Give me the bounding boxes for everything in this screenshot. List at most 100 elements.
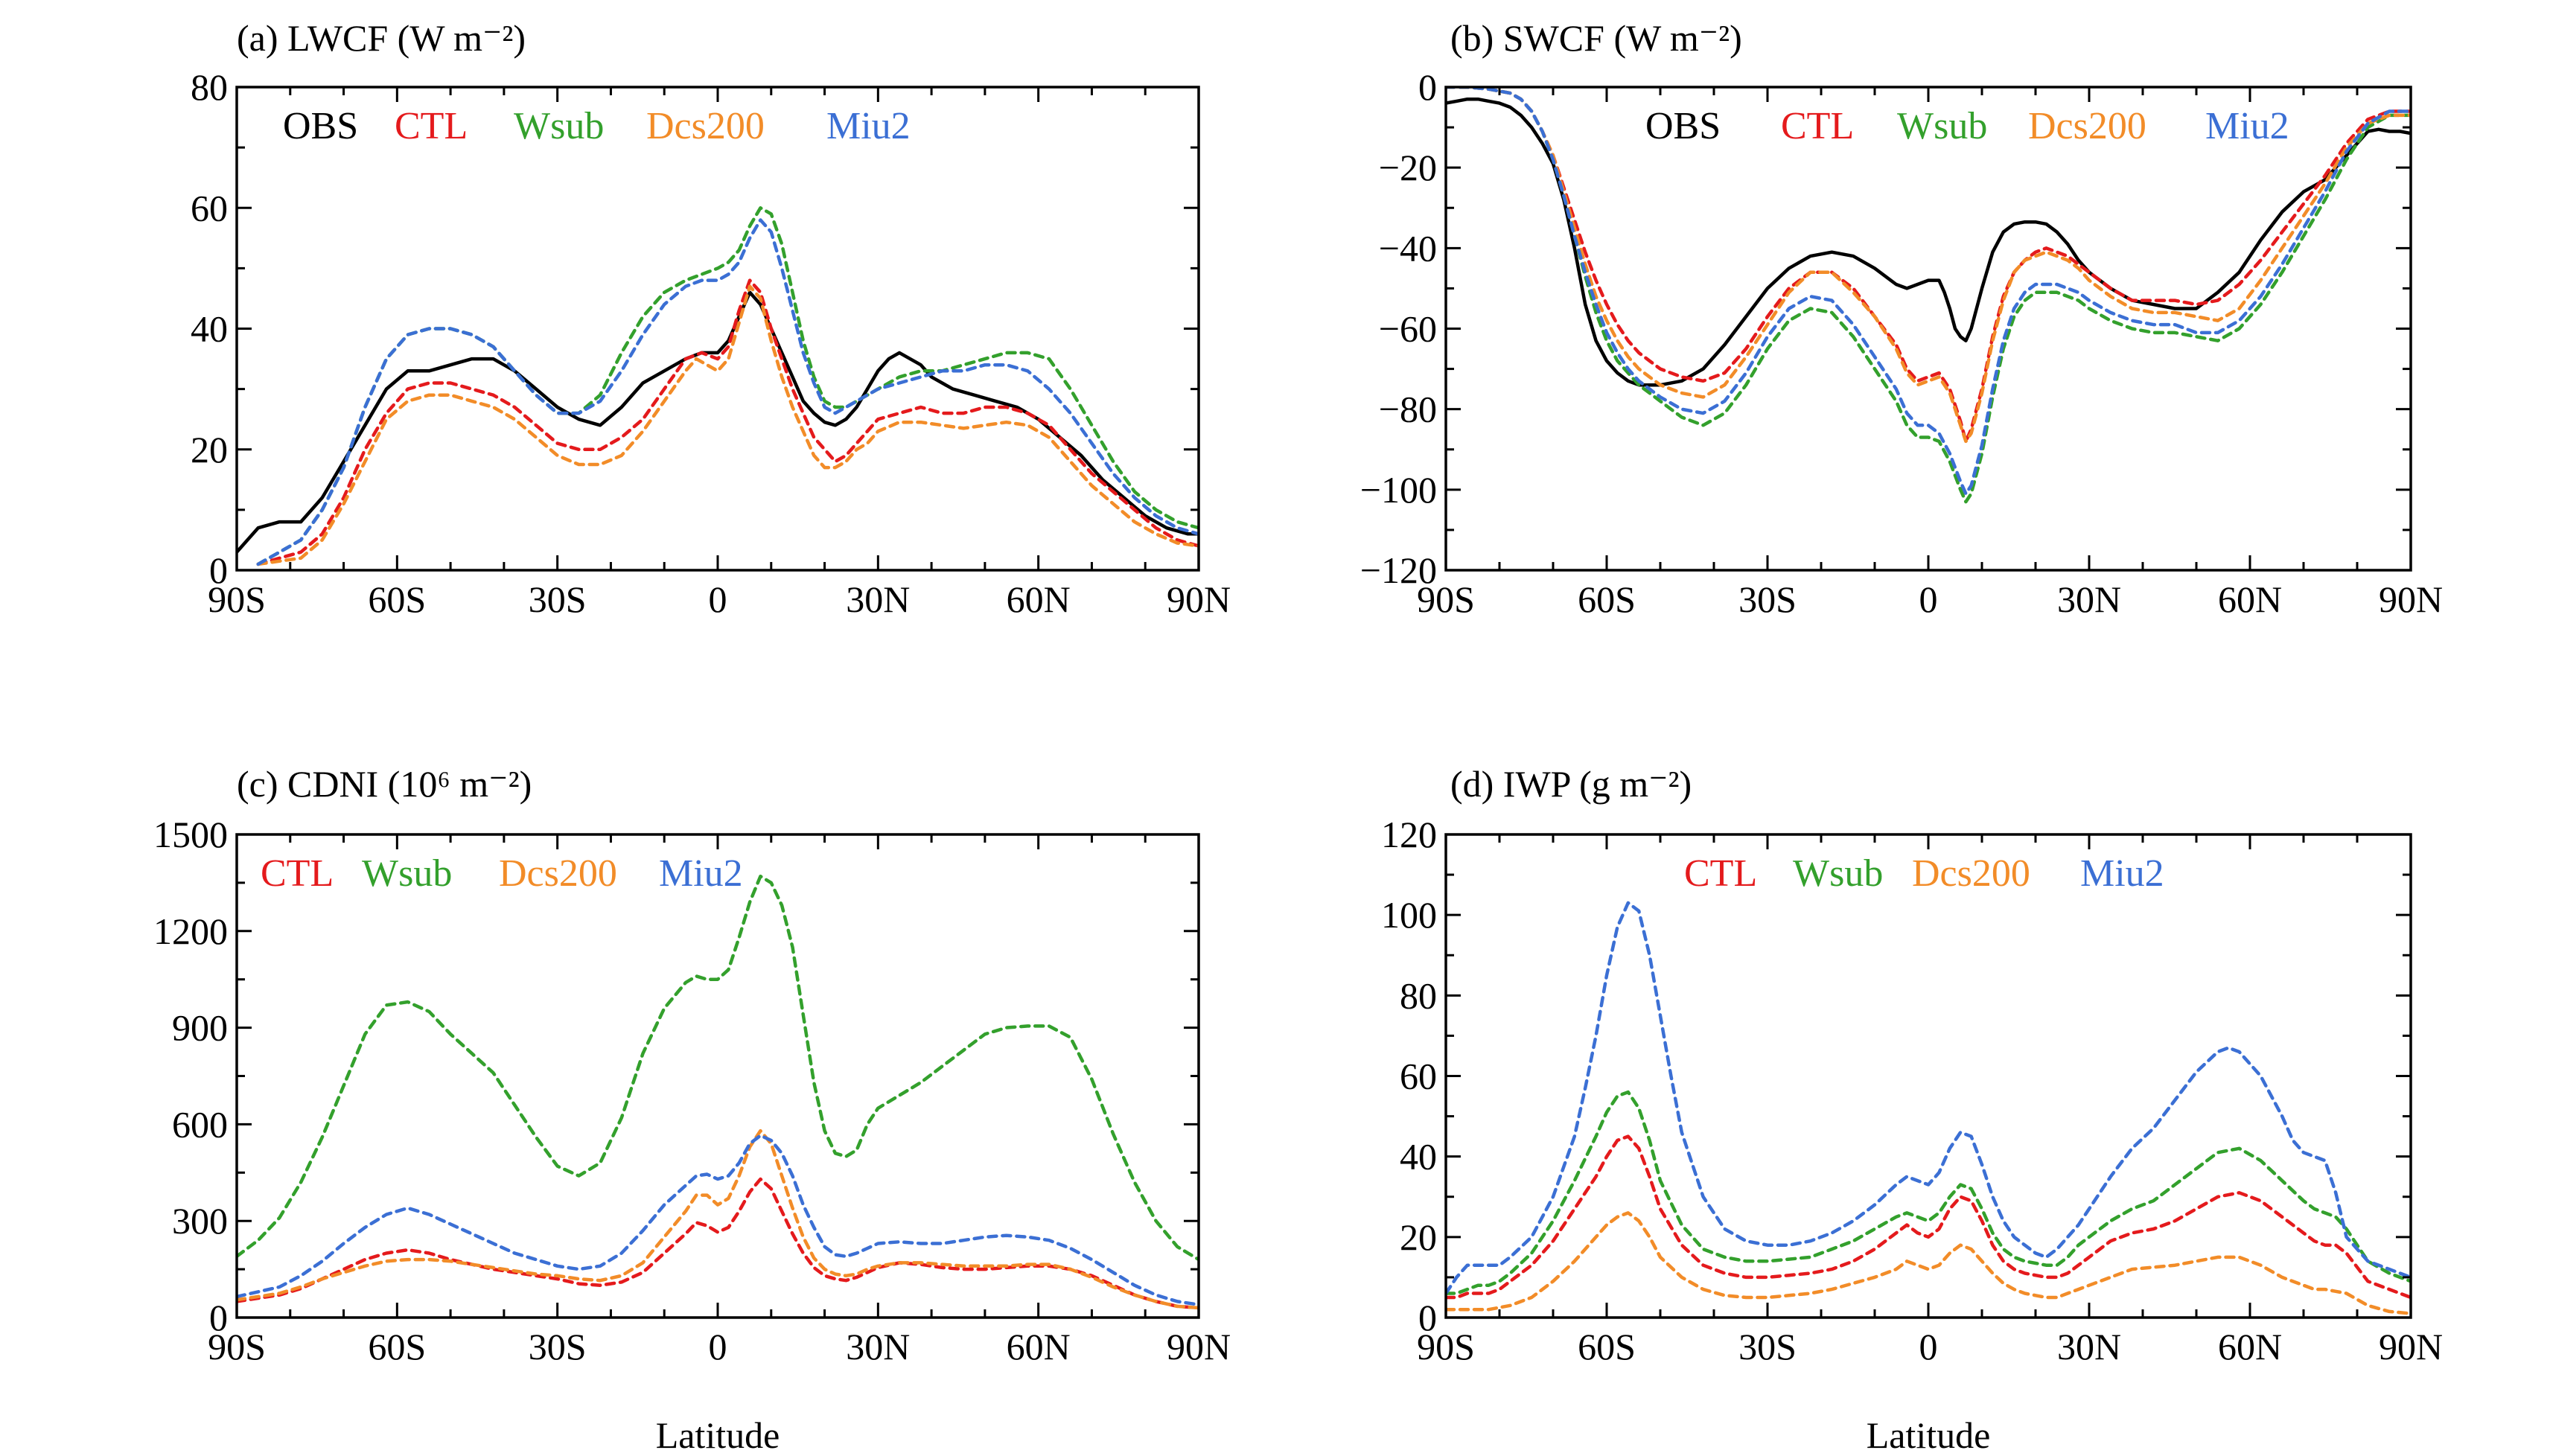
panel-d-xtick-label: 60S <box>1578 1326 1636 1367</box>
panel-b-legend-miu2: Miu2 <box>2205 105 2289 147</box>
panel-b-xtick-label: 30N <box>2057 578 2121 620</box>
panel-a-xtick-label: 60S <box>368 578 426 620</box>
panel-b-ytick-label: −120 <box>1360 549 1437 591</box>
panel-c-series-dcs200 <box>237 1128 1199 1310</box>
panel-c-ytick-label: 900 <box>172 1007 228 1049</box>
panel-iwp: (d) IWP (g m⁻²) 90S 60S 30S 0 30N 60N 90N 0 20 40… <box>1381 763 2443 1456</box>
panel-b-xtick-label: 60N <box>2218 578 2282 620</box>
panel-a-title: (a) LWCF (W m⁻²) <box>237 17 526 59</box>
panel-a-plot: 90S 60S 30S 0 30N 60N 90N 0 20 40 60 80 OBS CTL Wsub Dc… <box>191 66 1231 620</box>
panel-d-series-dcs200 <box>1446 1211 2411 1315</box>
panel-c-xtick-label: 60N <box>1007 1326 1071 1367</box>
panel-a-legend-dcs200: Dcs200 <box>646 105 765 147</box>
panel-d-xtick-label: 0 <box>1919 1326 1938 1367</box>
panel-c-series-wsub <box>237 874 1199 1262</box>
panel-a-series-miu2 <box>256 218 1199 566</box>
panel-d-series-group <box>1446 901 2411 1315</box>
panel-a-frame <box>235 86 1200 572</box>
panel-c-ytick-label: 1200 <box>153 910 228 952</box>
panel-d-series-miu2 <box>1446 901 2411 1295</box>
panel-a-xtick-label: 0 <box>709 578 727 620</box>
panel-d-frame <box>1444 833 2412 1319</box>
panel-d-series-wsub <box>1446 1090 2411 1295</box>
panel-b-xtick-label: 30S <box>1738 578 1797 620</box>
panel-d-xtick-label: 90S <box>1417 1326 1475 1367</box>
panel-c-xtick-label: 60S <box>368 1326 426 1367</box>
panel-d-ytick-label: 40 <box>1400 1136 1437 1178</box>
panel-c-legend-ctl: CTL <box>261 852 334 895</box>
panel-b-xtick-label: 90S <box>1417 578 1475 620</box>
panel-c-series-group <box>237 874 1199 1310</box>
panel-c-ytick-label: 600 <box>172 1103 228 1145</box>
panel-c-xtick-label: 30S <box>529 1326 587 1367</box>
panel-a-ytick-label: 0 <box>209 549 228 591</box>
panel-b-ytick-label: −60 <box>1379 308 1437 350</box>
panel-b-ytick-label: −80 <box>1379 389 1437 430</box>
panel-a-xtick-label: 90N <box>1167 578 1231 620</box>
panel-a-series-wsub <box>256 206 1199 566</box>
panel-a-xtick-label: 90S <box>208 578 266 620</box>
panel-c-title: (c) CDNI (10⁶ m⁻²) <box>237 763 532 805</box>
panel-b-ytick-label: −100 <box>1360 469 1437 511</box>
panel-c-xtick-label: 90S <box>208 1326 266 1367</box>
panel-b-series-group <box>1446 87 2411 504</box>
panel-c-legend-wsub: Wsub <box>362 852 452 895</box>
panel-c-xtick-label: 0 <box>709 1326 727 1367</box>
panel-d-xtick-label: 60N <box>2218 1326 2282 1367</box>
panel-a-series-obs <box>237 290 1199 554</box>
panel-a-legend-ctl: CTL <box>395 105 468 147</box>
panel-cdni: (c) CDNI (10⁶ m⁻²) 90S 60S 30S 0 30N 60N 90N 0 3… <box>153 763 1231 1456</box>
panel-d-xtick-label: 30N <box>2057 1326 2121 1367</box>
panel-c-ytick-label: 300 <box>172 1200 228 1242</box>
panel-b-title: (b) SWCF (W m⁻²) <box>1450 17 1742 59</box>
panel-d-title: (d) IWP (g m⁻²) <box>1450 763 1692 805</box>
panel-lwcf: (a) LWCF (W m⁻²) 90S 60S 30S 0 30N 60N 90N 0 20 4… <box>191 17 1231 620</box>
panel-c-plot: 90S 60S 30S 0 30N 60N 90N 0 300 600 900 1200 1500 CTL… <box>153 814 1231 1367</box>
panel-c-xlabel: Latitude <box>656 1414 780 1456</box>
panel-d-xtick-label: 90N <box>2379 1326 2443 1367</box>
panel-d-legend-dcs200: Dcs200 <box>1912 852 2030 895</box>
panel-a-ytick-label: 60 <box>191 187 228 229</box>
panel-a-xtick-label: 60N <box>1007 578 1071 620</box>
panel-a-ytick-label: 80 <box>191 66 228 108</box>
panel-c-xtick-label: 30N <box>846 1326 910 1367</box>
panel-a-series-ctl <box>256 278 1199 566</box>
panel-c-series-ctl <box>237 1177 1199 1310</box>
panel-b-legend-obs: OBS <box>1645 105 1721 147</box>
panel-b-legend-ctl: CTL <box>1781 105 1854 147</box>
panel-d-ytick-label: 80 <box>1400 974 1437 1016</box>
panel-a-series-dcs200 <box>256 284 1199 566</box>
panel-b-series-ctl <box>1446 87 2411 444</box>
panel-d-legend-wsub: Wsub <box>1793 852 1883 895</box>
panel-c-ytick-label: 1500 <box>153 814 228 855</box>
panel-b-ytick-label: 0 <box>1418 66 1437 108</box>
panel-d-ytick-label: 60 <box>1400 1056 1437 1097</box>
panel-c-frame <box>235 833 1200 1319</box>
panel-b-series-dcs200 <box>1446 87 2411 444</box>
panel-b-legend-wsub: Wsub <box>1897 105 1987 147</box>
panel-c-xtick-label: 90N <box>1167 1326 1231 1367</box>
panel-a-xtick-label: 30S <box>529 578 587 620</box>
panel-b-legend-dcs200: Dcs200 <box>2028 105 2146 147</box>
panel-a-ytick-label: 20 <box>191 429 228 470</box>
panel-a-legend-miu2: Miu2 <box>826 105 911 147</box>
panel-a-series-group <box>237 206 1199 566</box>
panel-d-legend-ctl: CTL <box>1684 852 1757 895</box>
panel-c-legend-miu2: Miu2 <box>659 852 743 895</box>
panel-d-ytick-label: 0 <box>1418 1297 1437 1338</box>
panel-d-xtick-label: 30S <box>1738 1326 1797 1367</box>
panel-swcf: (b) SWCF (W m⁻²) 90S 60S 30S 0 30N 60N 90N −120… <box>1360 17 2443 620</box>
panel-b-xtick-label: 90N <box>2379 578 2443 620</box>
panel-d-ytick-label: 120 <box>1381 814 1437 855</box>
panel-d-legend-miu2: Miu2 <box>2080 852 2164 895</box>
panel-b-frame <box>1444 86 2412 572</box>
panel-c-ytick-label: 0 <box>209 1297 228 1338</box>
panel-b-series-obs <box>1446 97 2411 387</box>
panel-d-ytick-label: 100 <box>1381 894 1437 936</box>
panel-d-series-ctl <box>1446 1134 2411 1300</box>
panel-d-ytick-label: 20 <box>1400 1216 1437 1258</box>
panel-b-ytick-label: −20 <box>1379 147 1437 188</box>
panel-b-plot: 90S 60S 30S 0 30N 60N 90N −120 −100 −80 −60 −40 −20 0… <box>1360 66 2443 620</box>
panel-b-xtick-label: 0 <box>1919 578 1938 620</box>
